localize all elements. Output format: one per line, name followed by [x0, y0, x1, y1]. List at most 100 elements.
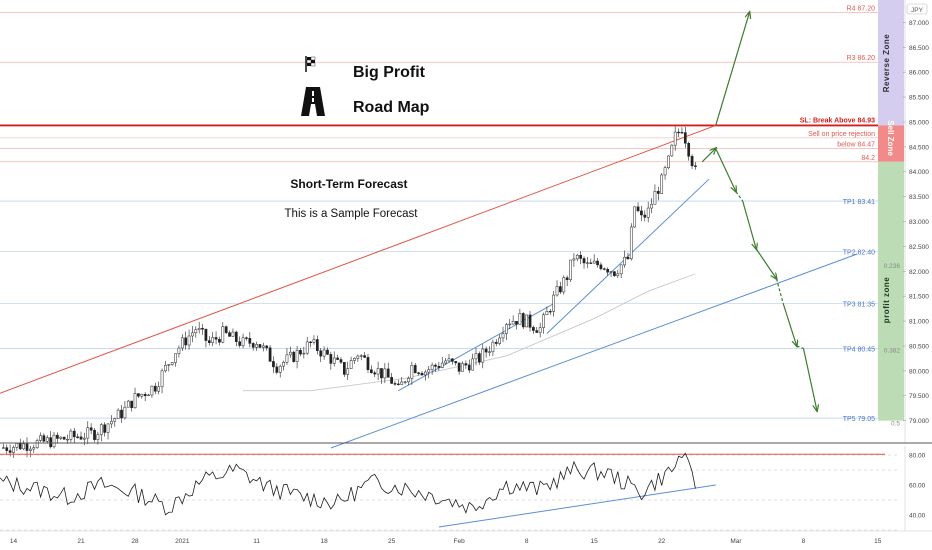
- candle-body: [626, 256, 630, 260]
- y-tick-label: 82.500: [909, 244, 929, 251]
- zone-band: [878, 161, 904, 421]
- candle-body: [231, 331, 235, 337]
- fib-label: 0.5: [891, 421, 900, 428]
- candle-body: [110, 420, 113, 425]
- candle-body: [457, 362, 461, 372]
- level-label: SL: Break Above 84.93: [800, 117, 875, 124]
- candle-body: [548, 311, 552, 313]
- candle-body: [8, 450, 12, 453]
- candle-body: [302, 352, 306, 355]
- candle-body: [420, 373, 424, 376]
- candle-body: [430, 364, 434, 370]
- x-tick-label: 11: [253, 538, 260, 545]
- forecast-heading: Short-Term Forecast: [290, 177, 407, 191]
- candle-body: [349, 360, 353, 369]
- candle-body: [609, 271, 613, 273]
- candle-body: [491, 341, 495, 353]
- candle-body: [390, 377, 393, 384]
- road-icon: [301, 87, 325, 116]
- candle-body: [575, 254, 579, 260]
- level-label: Sell on price rejection: [808, 131, 875, 138]
- trendline-channel-top: [0, 124, 716, 394]
- candle-body: [498, 337, 501, 344]
- candle-body: [126, 400, 130, 408]
- trendline-support-long: [330, 253, 858, 449]
- candle-body: [437, 366, 441, 368]
- price-axis: 87.000 86.500 86.000 85.500 85.000 84.500 84.0…: [903, 0, 929, 443]
- candle-body: [261, 345, 265, 348]
- candle-body: [32, 447, 36, 450]
- candle-body: [515, 321, 518, 325]
- candle-body: [332, 357, 336, 364]
- candle-body: [535, 330, 539, 333]
- x-tick-label: 22: [658, 538, 666, 545]
- oscillator-axis: 80.00 60.00 40.00: [904, 446, 926, 531]
- candle-body: [221, 326, 225, 343]
- candle-body: [184, 337, 188, 346]
- candle-body: [447, 358, 451, 362]
- candle-body: [521, 313, 525, 328]
- level-label: R4 87.20: [847, 5, 876, 12]
- candle-body: [511, 321, 515, 325]
- x-tick-label: 8: [802, 538, 806, 545]
- candle-body: [234, 331, 238, 342]
- candle-body: [640, 210, 643, 216]
- candle-body: [211, 337, 215, 343]
- candle-body: [410, 365, 414, 379]
- candle-body: [52, 434, 56, 448]
- forecast-arrow: [715, 12, 750, 126]
- candle-body: [677, 131, 680, 134]
- x-tick-label: 25: [388, 538, 396, 545]
- candle-body: [525, 314, 528, 328]
- candle-body: [137, 393, 140, 397]
- zone-band: [878, 125, 904, 162]
- candle-body: [72, 430, 76, 438]
- candle-body: [623, 256, 626, 266]
- candle-body: [299, 350, 302, 355]
- candle-body: [467, 364, 471, 371]
- oscillator-lines: [0, 452, 885, 528]
- candle-body: [218, 339, 221, 343]
- candle-body: [602, 268, 606, 270]
- candle-body: [660, 174, 664, 194]
- candle-body: [518, 313, 522, 325]
- candle-body: [582, 258, 586, 264]
- candle-body: [99, 424, 103, 435]
- oscillator-line: [0, 452, 696, 516]
- candle-body: [680, 132, 684, 134]
- candle-body: [636, 206, 640, 212]
- forecast-arrow: [742, 200, 757, 249]
- candle-body: [478, 353, 481, 363]
- candle-body: [508, 323, 512, 326]
- candle-body: [106, 423, 110, 433]
- candle-body: [248, 337, 252, 344]
- candle-body: [69, 430, 73, 440]
- x-tick-label: 2021: [175, 538, 190, 545]
- candle-body: [366, 357, 370, 370]
- candle-body: [694, 165, 697, 167]
- candle-body: [207, 340, 211, 343]
- candle-body: [559, 286, 562, 293]
- fib-label: 0.382: [884, 347, 901, 354]
- candle-body: [653, 191, 657, 205]
- level-lines: [0, 12, 878, 419]
- candle-body: [346, 368, 350, 375]
- candle-body: [565, 277, 569, 280]
- y-tick-label: 83.000: [909, 219, 929, 226]
- candle-body: [76, 436, 79, 438]
- candle-body: [103, 424, 107, 433]
- x-tick-label: 18: [320, 538, 328, 545]
- candle-body: [170, 362, 174, 365]
- candle-body: [305, 341, 309, 354]
- time-axis: 14 21 28 2021 11 18 25 Feb 8 15 22 Mar 8 15: [10, 538, 882, 545]
- candle-body: [89, 427, 93, 431]
- candle-body: [59, 436, 63, 439]
- forecast-arrow: [755, 248, 776, 279]
- candles: [2, 126, 697, 458]
- candle-body: [288, 351, 292, 356]
- y-tick-label: 83.500: [909, 194, 929, 201]
- y-tick-label: 87.000: [909, 20, 929, 27]
- candle-body: [505, 324, 508, 334]
- y-tick-label: 84.500: [909, 144, 929, 151]
- y-tick-label: 86.000: [909, 70, 929, 77]
